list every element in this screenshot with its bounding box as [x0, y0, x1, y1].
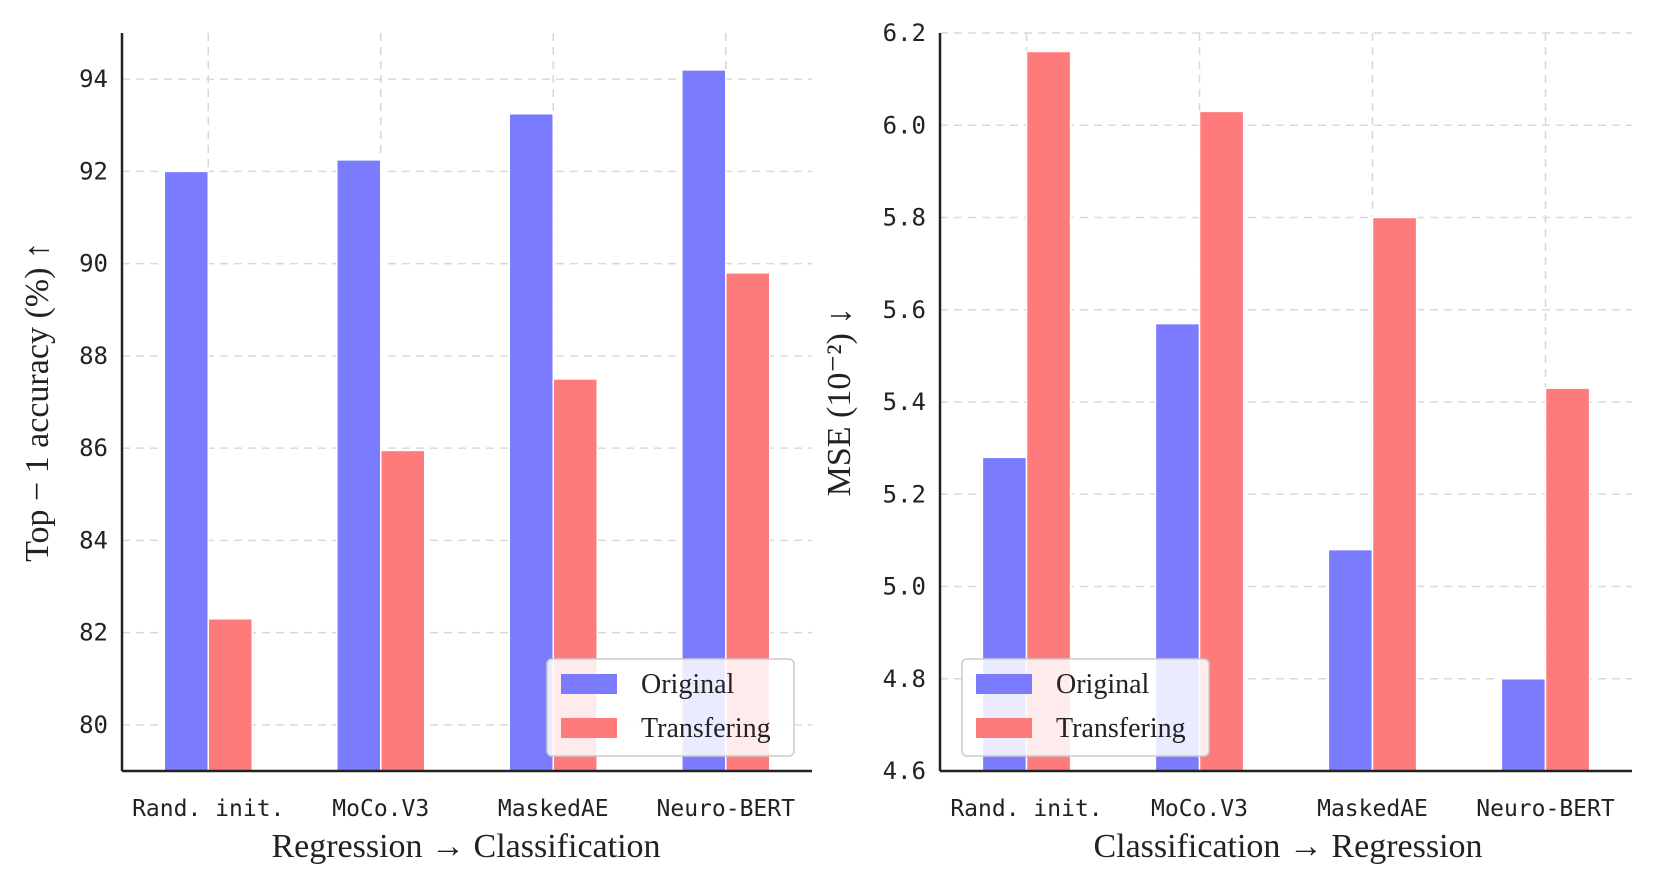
accuracy-chart: 80 82 84 86 88 90 92 94 Rand. init. MoCo.V3 Masked…: [19, 33, 812, 865]
y-tick-label: 4.8: [883, 665, 926, 693]
y-tick-label: 84: [79, 526, 108, 554]
y-tick-label: 5.6: [883, 296, 926, 324]
y-tick-label: 5.0: [883, 573, 926, 601]
bar-original-3: [1500, 678, 1547, 772]
bar-transfering-1: [380, 449, 426, 772]
x-tick-label: MoCo.V3: [332, 796, 429, 822]
legend-swatch-original: [976, 674, 1032, 694]
x-tick-label: Rand. init.: [950, 796, 1102, 822]
legend-swatch-original: [561, 674, 617, 694]
x-axis-title: Regression → Classification: [271, 828, 660, 865]
x-tick-label: Neuro-BERT: [657, 796, 796, 822]
mse-chart: 4.6 4.8 5.0 5.2 5.4 5.6 5.8 6.0 6.2 Rand. init. Mo…: [821, 19, 1632, 865]
y-axis-title: MSE (10⁻²) ↓: [821, 308, 858, 497]
y-axis-title: Top − 1 accuracy (%) ↑: [19, 242, 56, 562]
x-tick-label: MaskedAE: [1317, 796, 1428, 822]
bar-transfering-2: [1371, 216, 1418, 772]
legend-swatch-transfering: [976, 718, 1032, 738]
x-tick-label: MaskedAE: [498, 796, 609, 822]
y-tick-label: 90: [79, 250, 108, 278]
legend-swatch-transfering: [561, 718, 617, 738]
legend: Original Transfering: [546, 658, 795, 757]
y-tick-label: 4.6: [883, 757, 926, 785]
y-tick-label: 5.2: [883, 480, 926, 508]
y-tick-label: 5.8: [883, 204, 926, 232]
bar-transfering-3: [1544, 387, 1591, 772]
x-tick-label: MoCo.V3: [1151, 796, 1248, 822]
y-tick-label: 5.4: [883, 388, 926, 416]
x-tick-label: Neuro-BERT: [1476, 796, 1615, 822]
y-tick-label: 94: [79, 65, 108, 93]
x-axis-title: Classification → Regression: [1093, 828, 1482, 865]
bar-original-1: [336, 159, 382, 772]
y-tick-label: 6.0: [883, 111, 926, 139]
y-tick-label: 82: [79, 619, 108, 647]
y-tick-label: 92: [79, 157, 108, 185]
bar-transfering-0: [207, 618, 253, 772]
y-tick-label: 86: [79, 434, 108, 462]
y-tick-label: 6.2: [883, 19, 926, 47]
bar-original-2: [1327, 548, 1374, 772]
y-tick-label: 80: [79, 711, 108, 739]
bar-transfering-0: [1025, 50, 1072, 772]
bar-original-0: [163, 170, 209, 772]
legend-label-transfering: Transfering: [641, 713, 771, 744]
y-tick-label: 88: [79, 342, 108, 370]
legend-label-transfering: Transfering: [1056, 713, 1186, 744]
legend: Original Transfering: [961, 658, 1210, 757]
legend-label-original: Original: [641, 669, 735, 700]
bar-original-3: [681, 69, 727, 772]
legend-label-original: Original: [1056, 669, 1150, 700]
x-tick-label: Rand. init.: [132, 796, 284, 822]
